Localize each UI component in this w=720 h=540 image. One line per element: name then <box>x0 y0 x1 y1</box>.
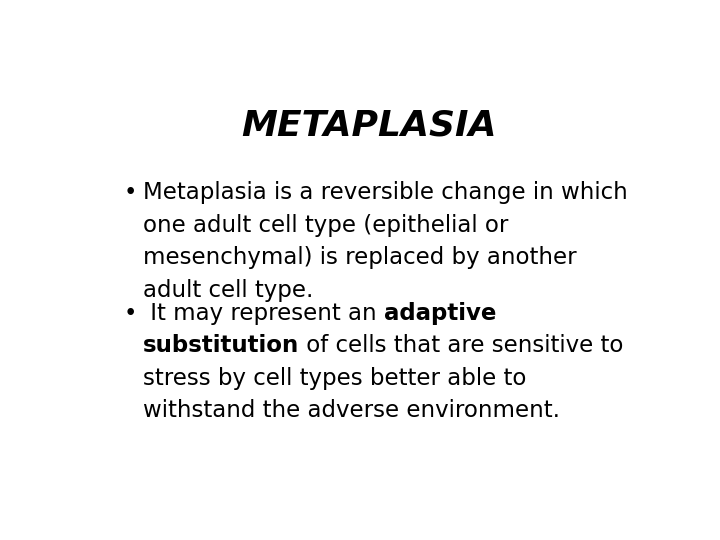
Text: withstand the adverse environment.: withstand the adverse environment. <box>143 399 560 422</box>
Text: METAPLASIA: METAPLASIA <box>241 109 497 143</box>
Text: adult cell type.: adult cell type. <box>143 279 313 301</box>
Text: •: • <box>124 181 137 204</box>
Text: adaptive: adaptive <box>384 302 496 325</box>
Text: of cells that are sensitive to: of cells that are sensitive to <box>300 334 624 357</box>
Text: mesenchymal) is replaced by another: mesenchymal) is replaced by another <box>143 246 577 269</box>
Text: stress by cell types better able to: stress by cell types better able to <box>143 367 526 390</box>
Text: It may represent an: It may represent an <box>143 302 384 325</box>
Text: substitution: substitution <box>143 334 300 357</box>
Text: Metaplasia is a reversible change in which: Metaplasia is a reversible change in whi… <box>143 181 628 204</box>
Text: •: • <box>124 302 137 325</box>
Text: one adult cell type (epithelial or: one adult cell type (epithelial or <box>143 214 508 237</box>
